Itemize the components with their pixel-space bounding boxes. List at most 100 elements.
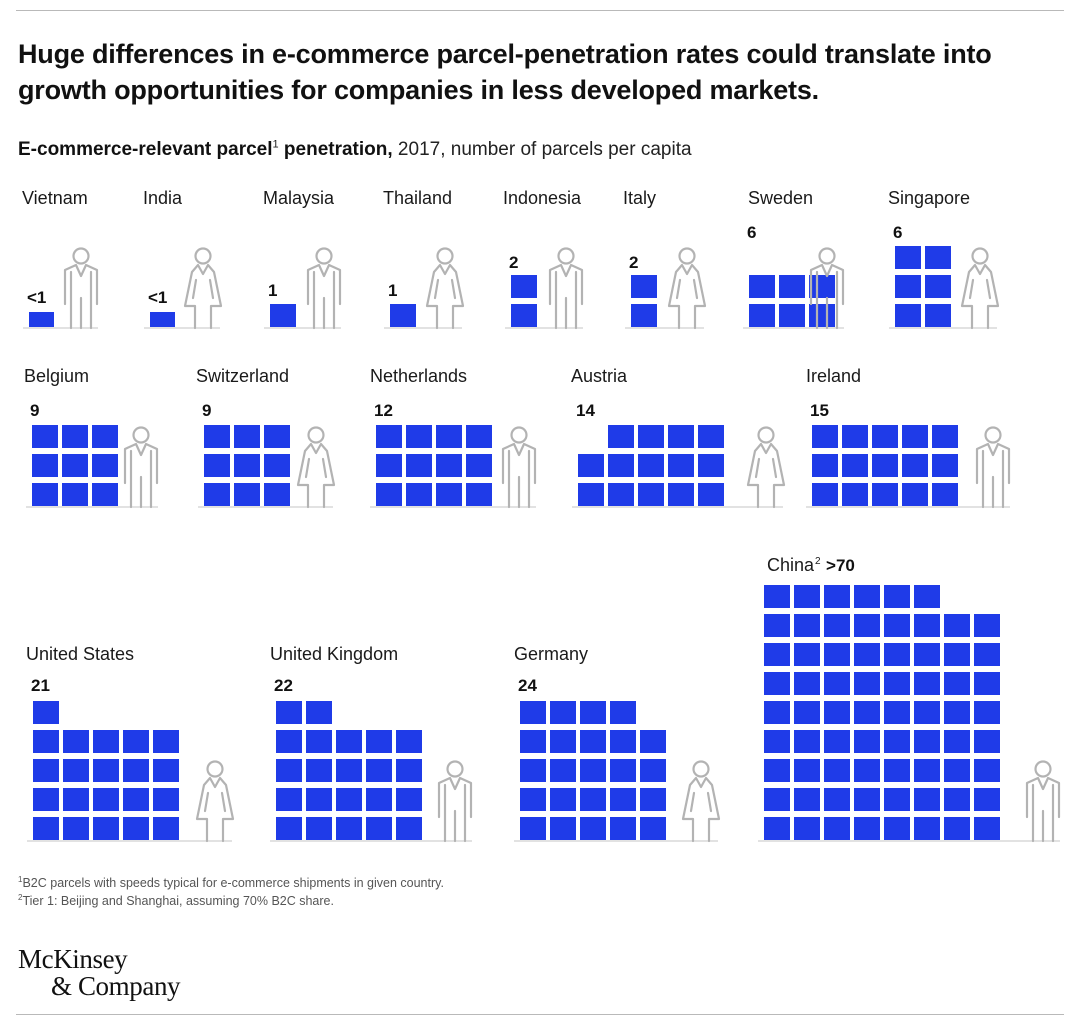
parcel-block	[92, 425, 118, 448]
parcel-block	[63, 730, 89, 753]
parcel-block	[610, 788, 636, 811]
panel-italy: Italy 2	[623, 188, 707, 330]
parcel-block	[366, 817, 392, 840]
parcel-block	[264, 425, 290, 448]
parcel-block	[895, 304, 921, 327]
parcel-block	[794, 643, 820, 666]
person-head	[1034, 760, 1052, 778]
panel-ireland: Ireland 15	[806, 366, 1011, 509]
parcel-block	[511, 304, 537, 327]
parcel-block	[153, 759, 179, 782]
parcel-block	[366, 730, 392, 753]
parcel-block	[794, 817, 820, 840]
panel-belgium: Belgium 9	[24, 366, 159, 509]
parcel-block	[520, 759, 546, 782]
parcel-block	[63, 817, 89, 840]
parcel-block	[306, 701, 332, 724]
person-body	[1025, 776, 1061, 843]
parcel-block	[63, 759, 89, 782]
parcel-block	[511, 275, 537, 298]
parcel-block	[466, 454, 492, 477]
logo-line-2: & Company	[51, 971, 181, 1001]
parcel-block	[306, 788, 332, 811]
parcel-block	[794, 585, 820, 608]
parcel-block	[436, 454, 462, 477]
parcel-block	[638, 425, 664, 448]
parcel-block	[944, 730, 970, 753]
parcel-block	[550, 730, 576, 753]
person-body	[123, 442, 159, 509]
parcel-block	[872, 454, 898, 477]
parcel-block	[336, 788, 362, 811]
value-label-malaysia: 1	[268, 281, 277, 300]
parcel-block	[32, 454, 58, 477]
parcel-block	[824, 643, 850, 666]
parcel-block	[925, 275, 951, 298]
value-label-united-kingdom: 22	[274, 676, 293, 695]
parcel-block	[914, 585, 940, 608]
parcel-block	[764, 817, 790, 840]
parcel-block	[62, 483, 88, 506]
parcel-block	[33, 730, 59, 753]
parcel-block	[376, 425, 402, 448]
parcel-block	[93, 730, 119, 753]
parcel-block	[640, 759, 666, 782]
parcel-block	[749, 304, 775, 327]
parcel-block	[944, 643, 970, 666]
parcel-block	[276, 788, 302, 811]
parcel-block	[640, 788, 666, 811]
parcel-block	[520, 788, 546, 811]
female-person-icon	[425, 247, 465, 330]
parcel-block	[610, 701, 636, 724]
parcel-block	[336, 730, 362, 753]
parcel-block	[608, 483, 634, 506]
parcel-block	[872, 483, 898, 506]
parcel-block	[932, 483, 958, 506]
value-label-ireland: 15	[810, 401, 829, 420]
country-name-vietnam: Vietnam	[22, 188, 88, 208]
parcel-block	[974, 701, 1000, 724]
footnote-1: 1B2C parcels with speeds typical for e-c…	[18, 874, 444, 892]
panel-india: India <1	[143, 188, 223, 330]
female-person-icon	[183, 247, 223, 330]
person-head	[984, 426, 1002, 444]
parcel-block	[150, 312, 175, 327]
parcel-block	[895, 275, 921, 298]
parcel-block	[902, 454, 928, 477]
parcel-block	[794, 788, 820, 811]
value-label-germany: 24	[518, 676, 537, 695]
person-body	[425, 263, 465, 330]
parcel-block	[764, 672, 790, 695]
male-person-icon	[501, 426, 537, 509]
parcel-block	[854, 759, 880, 782]
female-person-icon	[960, 247, 1000, 330]
parcel-block	[550, 788, 576, 811]
parcel-block	[631, 304, 657, 327]
parcel-block	[884, 817, 910, 840]
parcel-block	[854, 672, 880, 695]
parcel-block	[764, 730, 790, 753]
parcel-block	[932, 454, 958, 477]
person-head	[557, 247, 575, 265]
person-body	[960, 263, 1000, 330]
parcel-block	[902, 425, 928, 448]
parcel-block	[779, 304, 805, 327]
parcel-block	[932, 425, 958, 448]
parcel-block	[895, 246, 921, 269]
parcel-block	[580, 817, 606, 840]
parcel-block	[610, 730, 636, 753]
male-person-icon	[306, 247, 342, 330]
parcel-block	[925, 246, 951, 269]
parcel-block	[842, 483, 868, 506]
parcel-block	[306, 817, 332, 840]
parcel-block	[698, 483, 724, 506]
parcel-block	[264, 483, 290, 506]
person-head	[818, 247, 836, 265]
parcel-block	[276, 817, 302, 840]
parcel-block	[153, 730, 179, 753]
parcel-block	[794, 614, 820, 637]
parcel-block	[32, 425, 58, 448]
parcel-block	[914, 759, 940, 782]
person-body	[681, 776, 721, 843]
